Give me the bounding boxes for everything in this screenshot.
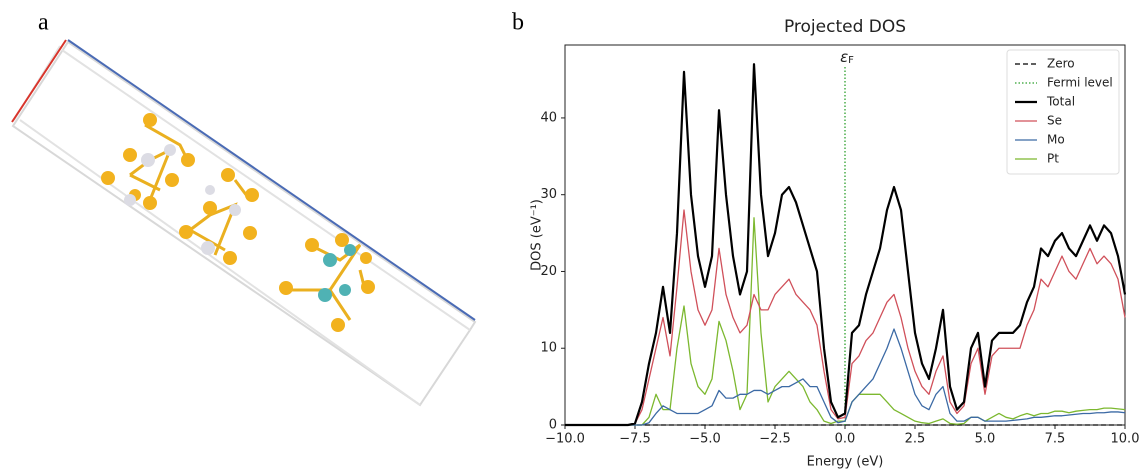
legend-label: Zero <box>1047 57 1075 71</box>
series-line <box>565 63 1127 427</box>
annotation-symbol: ε <box>840 48 848 66</box>
chart-title: Projected DOS <box>784 17 906 37</box>
y-tick-label: 40 <box>540 110 557 125</box>
x-tick-label: 5.0 <box>975 432 996 447</box>
series-line <box>565 209 1126 426</box>
y-axis-label: DOS (eV⁻¹) <box>530 199 545 271</box>
y-tick-label: 0 <box>549 418 557 433</box>
x-axis-label: Energy (eV) <box>807 455 884 470</box>
x-tick-label: 10.0 <box>1111 432 1140 447</box>
x-tick-label: −10.0 <box>545 432 585 447</box>
y-tick-label: 20 <box>540 264 557 279</box>
panel-label: a <box>38 10 49 36</box>
x-tick-label: −2.5 <box>759 432 791 447</box>
x-tick-label: 7.5 <box>1045 432 1066 447</box>
legend-label: Se <box>1047 114 1062 128</box>
x-tick-label: 0.0 <box>835 432 856 447</box>
series-line <box>565 328 1126 426</box>
legend-label: Mo <box>1047 133 1065 147</box>
annotation-subscript: F <box>848 55 854 66</box>
x-tick-label: −5.0 <box>689 432 721 447</box>
y-tick-label: 10 <box>540 341 557 356</box>
x-tick-label: −7.5 <box>619 432 651 447</box>
y-tick-label: 30 <box>540 187 557 202</box>
x-tick-label: 2.5 <box>905 432 926 447</box>
legend-box <box>1006 49 1120 175</box>
legend: Zero Fermi level Total Se Mo Pt <box>1006 49 1120 175</box>
panel-label: b <box>512 10 524 36</box>
structure-drawing <box>11 39 477 407</box>
fermi-annotation: εF <box>840 48 854 67</box>
legend-label: Total <box>1046 95 1075 109</box>
legend-label: Pt <box>1047 152 1059 166</box>
legend-label: Fermi level <box>1047 76 1113 90</box>
